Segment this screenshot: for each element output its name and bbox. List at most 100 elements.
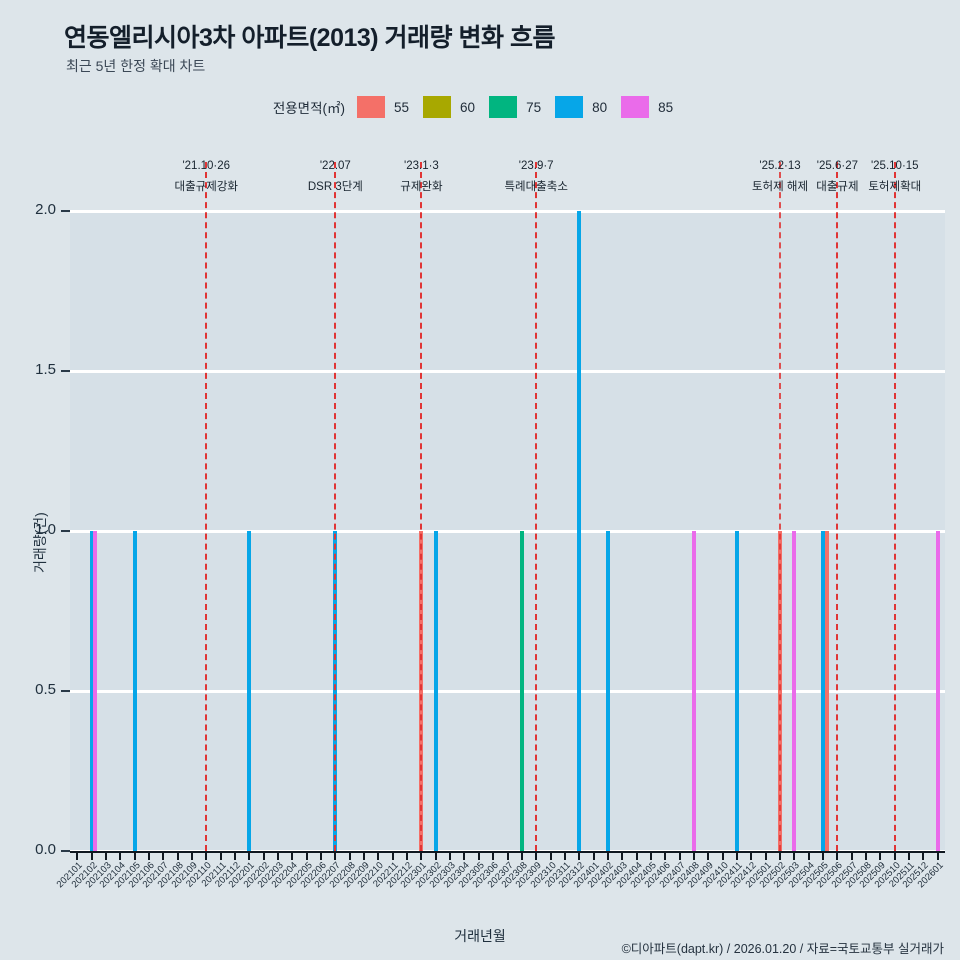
event-text: 토허제 해제 [751,181,809,193]
event-date: '21.10·26 [182,160,231,172]
x-tick-mark-202108 [176,851,179,860]
plot-area [70,209,945,853]
legend-swatch-60 [423,96,452,118]
x-tick-mark-202202 [262,851,265,860]
x-tick-mark-202305 [477,851,480,860]
event-line-'23.1·3 [420,162,423,851]
legend-item-55[interactable]: 55 [357,96,409,118]
bar-202105-80[interactable] [132,531,137,851]
x-tick-mark-202406 [664,851,667,860]
x-tick-mark-202301 [420,851,423,860]
legend-item-60[interactable]: 60 [423,96,475,118]
x-tick-mark-202304 [463,851,466,860]
bar-202102-85[interactable] [92,531,97,851]
bar-202402-80[interactable] [605,531,610,851]
x-tick-mark-202302 [434,851,437,860]
x-tick-mark-202207 [334,851,337,860]
event-annotation-'25.2·13: '25.2·13 토허제 해제 [752,160,808,194]
event-line-'25.6·27 [836,162,839,851]
x-tick-mark-202503 [793,851,796,860]
bar-202201-80[interactable] [247,531,252,851]
x-tick-mark-202405 [649,851,652,860]
x-tick-mark-202409 [707,851,710,860]
x-tick-mark-202412 [750,851,753,860]
event-date: '23.1·3 [404,160,439,172]
event-date: '25.10·15 [870,160,919,172]
x-tick-mark-202309 [535,851,538,860]
event-annotation-'21.10·26: '21.10·26 대출규제강화 [175,160,238,194]
legend-label-60: 60 [460,99,476,115]
event-text: 대출규제 [816,181,859,193]
y-tick-label-1.0: 1.0 [35,521,56,538]
x-tick-mark-202201 [248,851,251,860]
y-tick-mark-0.5 [61,690,70,692]
event-annotation-'25.10·15: '25.10·15 토허제확대 [868,160,921,194]
bar-202408-85[interactable] [691,531,696,851]
legend-label-75: 75 [526,99,542,115]
legend-label-80: 80 [592,99,608,115]
event-annotation-'22.07: '22.07 DSR 3단계 [308,160,363,194]
x-tick-mark-202102 [90,851,93,860]
x-tick-mark-202508 [865,851,868,860]
y-tick-label-2.0: 2.0 [35,201,56,218]
bar-202308-75[interactable] [519,531,524,851]
x-tick-mark-202502 [779,851,782,860]
event-text: 대출규제강화 [174,181,239,193]
x-tick-mark-202601 [936,851,939,860]
event-date: '25.2·13 [759,160,801,172]
gridline-2.0 [70,209,945,213]
x-axis-title: 거래년월 [454,928,506,944]
bar-202505-80[interactable] [821,531,826,851]
x-tick-mark-202212 [406,851,409,860]
x-tick-mark-202203 [276,851,279,860]
event-line-'23.9·7 [535,162,538,851]
event-text: 규제완화 [400,181,443,193]
legend: 전용면적(㎡) 55 60 75 80 85 [0,96,960,118]
bar-202503-85[interactable] [792,531,797,851]
y-axis-title: 거래량(건) [32,512,48,573]
x-tick-mark-202311 [563,851,566,860]
y-tick-mark-2.0 [61,210,70,212]
x-tick-mark-202509 [879,851,882,860]
x-tick-mark-202103 [104,851,107,860]
bar-202505-55[interactable] [825,531,830,851]
bar-202411-80[interactable] [735,531,739,851]
event-annotation-'25.6·27: '25.6·27 대출규제 [816,160,858,194]
x-tick-mark-202104 [119,851,122,860]
x-tick-mark-202209 [363,851,366,860]
event-date: '22.07 [319,160,351,172]
x-tick-mark-202310 [549,851,552,860]
x-tick-mark-202401 [592,851,595,860]
event-date: '23.9·7 [518,160,554,172]
x-tick-mark-202507 [850,851,853,860]
x-tick-mark-202407 [678,851,681,860]
x-tick-mark-202306 [492,851,495,860]
x-tick-mark-202210 [377,851,380,860]
legend-item-75[interactable]: 75 [489,96,541,118]
event-line-'22.07 [334,162,337,851]
bar-202601-85[interactable] [935,531,940,851]
bar-202312-80[interactable] [577,211,582,851]
bar-202102-80[interactable] [89,531,94,851]
legend-item-85[interactable]: 85 [621,96,673,118]
x-tick-mark-202208 [348,851,351,860]
x-tick-mark-202308 [520,851,523,860]
x-tick-mark-202110 [205,851,208,860]
x-tick-mark-202101 [76,851,79,860]
gridline-0.5 [70,689,945,693]
legend-swatch-80 [555,96,584,118]
y-tick-mark-1.5 [61,370,70,372]
event-date: '25.6·27 [816,160,859,172]
legend-item-80[interactable]: 80 [555,96,607,118]
x-tick-mark-202307 [506,851,509,860]
x-tick-mark-202410 [721,851,724,860]
x-tick-mark-202106 [147,851,150,860]
footer-credit: ©디아파트(dapt.kr) / 2026.01.20 / 자료=국토교통부 실… [621,942,944,956]
event-annotation-'23.1·3: '23.1·3 규제완화 [400,160,442,194]
bar-202302-80[interactable] [433,531,438,851]
legend-swatch-75 [489,96,518,118]
event-annotation-'23.9·7: '23.9·7 특례대출축소 [504,160,567,194]
legend-swatch-85 [621,96,650,118]
legend-title: 전용면적(㎡) [272,101,345,116]
